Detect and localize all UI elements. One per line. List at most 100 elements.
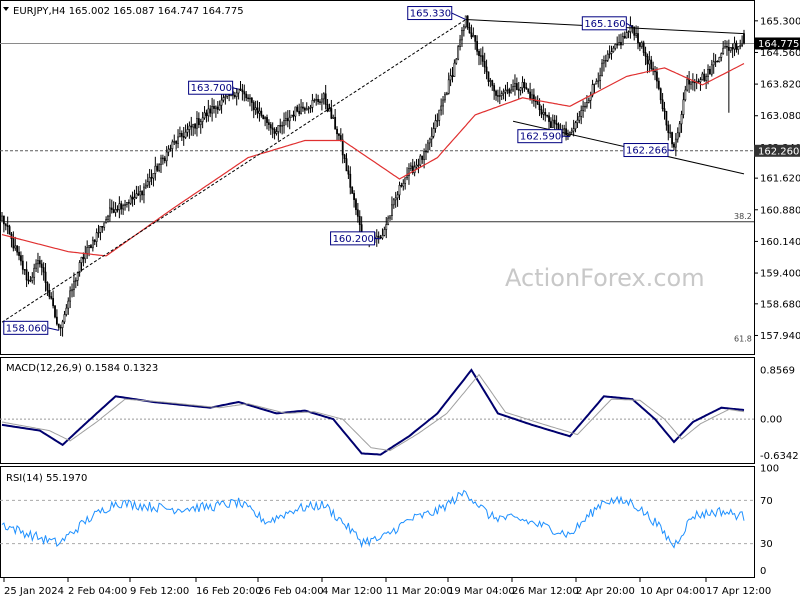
candle-body: [2, 215, 5, 225]
candle-body: [23, 269, 26, 271]
candle-body: [665, 111, 668, 126]
candle-body: [498, 95, 501, 97]
candle-body: [46, 282, 49, 291]
price-annotation-label: 162.590: [520, 132, 561, 143]
candle-body: [722, 47, 725, 54]
candle-body: [529, 91, 532, 100]
candle-body: [14, 245, 17, 249]
candle-body: [326, 104, 329, 112]
candle-body: [690, 81, 692, 85]
candle-body: [699, 79, 702, 83]
candle-body: [697, 81, 700, 83]
candle-body: [31, 276, 34, 281]
candle-body: [124, 204, 126, 206]
candle-body: [114, 209, 117, 213]
candle-body: [703, 73, 706, 81]
candle-body: [35, 263, 37, 269]
candle-body: [179, 133, 181, 138]
price-annotation: 160.200: [330, 231, 381, 246]
candle-body: [112, 209, 115, 213]
candle-body: [502, 91, 505, 94]
candle-body: [472, 35, 475, 38]
macd-panel-frame: [0, 357, 755, 464]
candle-body: [120, 203, 123, 210]
candle-body: [510, 89, 513, 94]
candle-body: [525, 87, 528, 90]
candle-body: [565, 128, 567, 136]
candle-body: [430, 135, 433, 140]
candle-body: [491, 80, 494, 86]
candle-body: [616, 44, 619, 46]
candle-body: [267, 122, 270, 125]
candle-body: [544, 112, 547, 116]
candle-body: [540, 109, 543, 115]
candle-body: [733, 42, 736, 50]
candle-body: [440, 105, 443, 111]
date-tick-label: 9 Feb 12:00: [130, 586, 189, 597]
candle-body: [497, 95, 499, 97]
candle-body: [86, 247, 89, 254]
candle-body: [20, 255, 22, 262]
candle-body: [425, 150, 427, 153]
price-tick-label: 164.560: [760, 48, 800, 59]
candle-body: [709, 68, 711, 75]
candle-body: [428, 138, 431, 144]
candle-body: [517, 89, 520, 91]
macd-header: MACD(12,26,9) 0.1584 0.1323: [6, 363, 158, 374]
candle-body: [88, 245, 90, 248]
candle-body: [52, 298, 55, 307]
candle-body: [283, 120, 285, 126]
candle-body: [341, 139, 344, 156]
candle-body: [563, 128, 566, 131]
candle-body: [625, 32, 628, 39]
candle-body: [648, 59, 651, 65]
candle-body: [546, 114, 549, 117]
candle-body: [97, 232, 100, 234]
macd-tick-label: -0.6342: [760, 451, 799, 462]
candle-body: [266, 117, 268, 123]
candle-body: [214, 106, 217, 109]
candle-body: [743, 33, 745, 44]
date-tick-label: 10 Apr 04:00: [640, 586, 705, 597]
candle-body: [426, 142, 429, 152]
date-tick-label: 25 Jan 2024: [4, 586, 64, 597]
candle-body: [610, 51, 613, 54]
candle-body: [76, 272, 79, 281]
candle-body: [667, 124, 670, 134]
candle-body: [637, 33, 639, 44]
candle-body: [180, 133, 183, 137]
candle-body: [163, 157, 166, 162]
candle-body: [514, 83, 516, 87]
candle-body: [508, 89, 511, 94]
candle-body: [468, 26, 471, 34]
price-annotation-pointer: [47, 327, 59, 331]
candle-body: [408, 168, 410, 176]
candle-body: [603, 60, 605, 64]
candle-body: [720, 53, 723, 58]
candle-body: [400, 185, 403, 187]
candle-body: [444, 94, 446, 101]
candle-body: [288, 116, 291, 122]
candle-body: [196, 118, 198, 129]
candle-body: [194, 123, 196, 129]
candle-body: [205, 112, 208, 117]
candle-body: [593, 83, 596, 86]
candle-body: [201, 117, 204, 122]
candle-body: [169, 148, 172, 150]
candle-body: [307, 107, 310, 110]
candle-body: [143, 186, 145, 196]
candle-body: [714, 60, 717, 63]
candle-body: [63, 314, 66, 323]
candle-body: [55, 316, 58, 325]
candle-body: [476, 41, 479, 52]
candle-body: [396, 194, 399, 199]
candle-body: [101, 225, 104, 228]
candle-body: [485, 66, 488, 73]
candle-body: [42, 267, 45, 273]
candle-body: [436, 120, 439, 122]
candle-body: [156, 165, 159, 171]
candle-body: [506, 89, 509, 91]
candle-body: [389, 215, 391, 219]
candle-body: [311, 100, 314, 108]
